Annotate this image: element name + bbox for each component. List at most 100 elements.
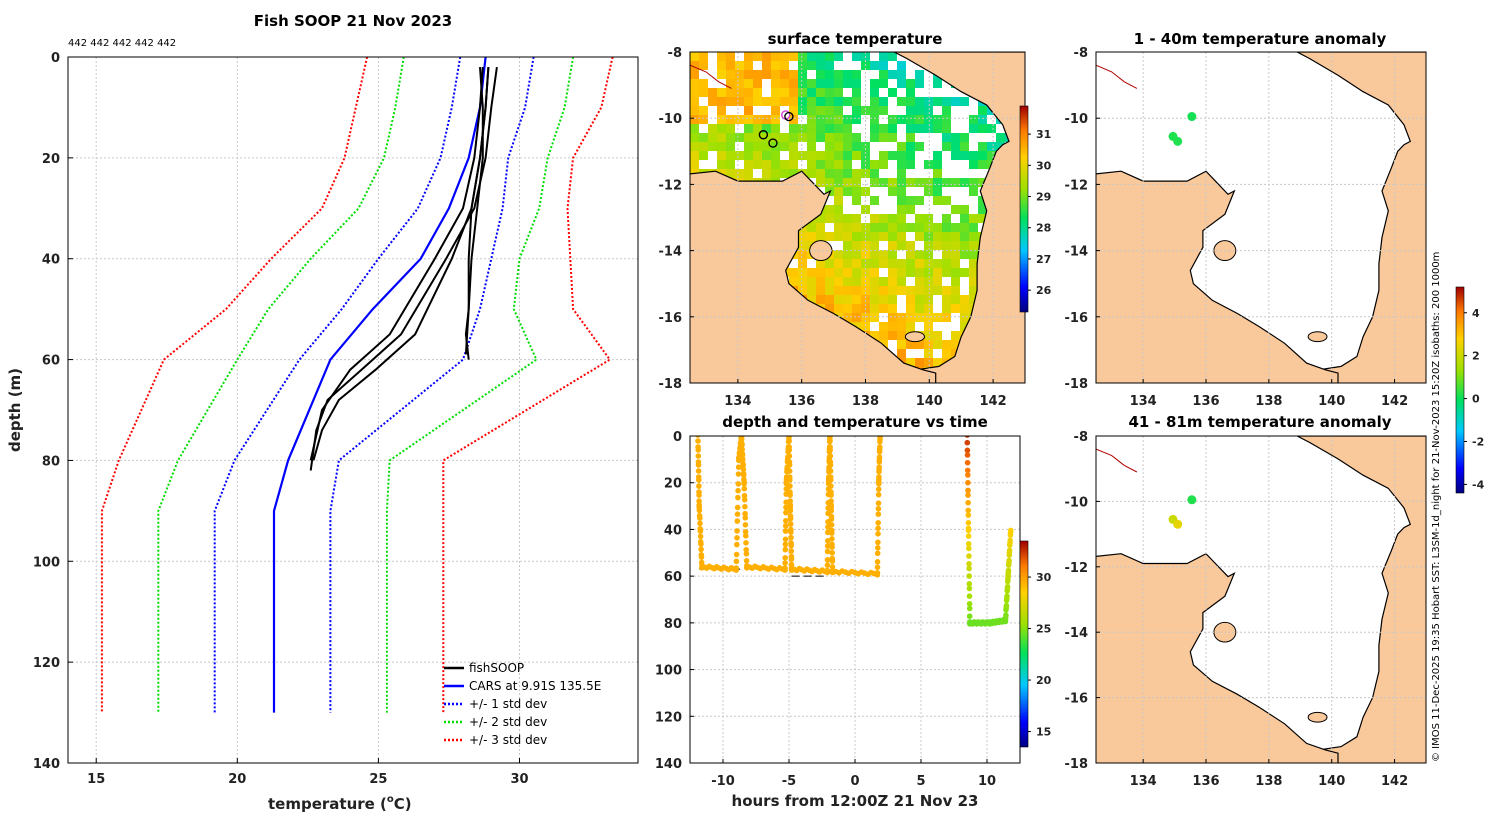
sst-cell — [825, 268, 834, 277]
sst-cell — [717, 142, 726, 151]
sst-cell — [816, 106, 825, 115]
sst-cell — [942, 196, 951, 205]
sst-cell — [870, 133, 879, 142]
depth-time-point — [966, 581, 973, 587]
map-xtick-label: 140 — [1318, 774, 1345, 789]
sst-cell — [852, 313, 861, 322]
profile-series-line — [157, 57, 405, 713]
sst-cell — [933, 286, 942, 295]
sst-cell — [753, 97, 762, 106]
sst-cell — [726, 61, 735, 70]
sst-cell — [951, 232, 960, 241]
sst-cell — [969, 151, 978, 160]
depth-time-point — [743, 540, 749, 546]
sst-cell — [843, 313, 852, 322]
depth-time-point — [740, 462, 746, 468]
sst-cell — [879, 214, 888, 223]
sst-cell — [780, 70, 789, 79]
sst-cell — [807, 268, 816, 277]
sst-cell — [717, 151, 726, 160]
profile-grid — [68, 56, 638, 764]
profile-xtick-label: 20 — [228, 772, 246, 787]
sst-cell — [789, 169, 798, 178]
sst-cell — [879, 160, 888, 169]
sst-cell — [708, 97, 717, 106]
sst-cell — [888, 178, 897, 187]
sst-cell — [969, 277, 978, 286]
sst-cell — [942, 268, 951, 277]
sst-cell — [735, 97, 744, 106]
sst-cell — [825, 133, 834, 142]
sst-cell — [825, 124, 834, 133]
depth-time-point — [695, 438, 701, 444]
sst-cell — [879, 304, 888, 313]
sst-cell — [753, 79, 762, 88]
sst-cell — [690, 70, 699, 79]
map-ytick-label: -16 — [1065, 692, 1089, 707]
depth-time-point — [965, 472, 971, 478]
depth-time-point — [824, 557, 831, 563]
depth-time-point — [696, 498, 702, 504]
surface-temp-x-ticks: 134 136 138 140 142 — [724, 379, 1007, 409]
sst-cell — [816, 214, 825, 223]
map-xtick-label: 136 — [1192, 394, 1219, 409]
sst-cell — [843, 259, 852, 268]
sst-cell — [699, 151, 708, 160]
depth-time-point — [965, 533, 972, 539]
sst-cell — [933, 331, 942, 340]
sst-cell — [852, 106, 861, 115]
depth-time-point — [875, 500, 882, 507]
sst-cell — [942, 259, 951, 268]
depth-time-point — [787, 492, 793, 498]
sst-cell — [834, 160, 843, 169]
sst-cell — [996, 133, 1005, 142]
sst-cell — [897, 160, 906, 169]
map-ytick-label: -10 — [1065, 112, 1089, 127]
depth-time-point — [696, 483, 702, 489]
sst-cell — [879, 133, 888, 142]
sst-cell — [852, 223, 861, 232]
anomaly-deep-x-ticks: 134 136 138 140 142 — [1130, 759, 1408, 789]
profile-series-line — [329, 57, 535, 713]
sst-cell — [942, 349, 951, 358]
sst-cell — [951, 268, 960, 277]
profile-x-ticks: 15 20 25 30 — [87, 758, 529, 787]
sst-cell — [888, 151, 897, 160]
map-ytick-label: -10 — [1065, 495, 1089, 510]
sst-cell — [843, 160, 852, 169]
depth-time-point — [966, 601, 973, 607]
depth-time-point — [788, 556, 795, 562]
sst-cell — [843, 286, 852, 295]
sst-cell — [960, 250, 969, 259]
sst-cell — [960, 322, 969, 331]
sst-cell — [942, 133, 951, 142]
anomaly-point — [1187, 495, 1197, 505]
sst-cell — [987, 142, 996, 151]
sst-cell — [834, 286, 843, 295]
depth-time-panel: depth and temperature vs time -10 -5 0 5 10 … — [655, 413, 1052, 810]
depth-time-point — [743, 551, 750, 557]
sst-cell — [816, 70, 825, 79]
sst-cell — [942, 295, 951, 304]
depth-time-ytick-label: 0 — [673, 430, 682, 445]
sst-cell — [933, 277, 942, 286]
map-ytick-label: -18 — [1065, 757, 1089, 772]
sst-cell — [924, 187, 933, 196]
sst-cell — [699, 79, 708, 88]
sst-cell — [897, 214, 906, 223]
sst-cell — [933, 196, 942, 205]
sst-cell — [843, 124, 852, 133]
sst-cell — [807, 88, 816, 97]
sst-station-marker — [768, 138, 778, 148]
sst-cell — [906, 358, 915, 367]
anomaly-shallow-points — [1168, 112, 1197, 146]
sst-cell — [888, 331, 897, 340]
profile-series-line — [442, 57, 614, 713]
sst-cell — [762, 160, 771, 169]
depth-time-point — [876, 464, 882, 470]
depth-time-ytick-label: 120 — [655, 710, 682, 725]
map-xtick-label: 142 — [1381, 394, 1408, 409]
sst-cell — [843, 295, 852, 304]
sst-cell — [915, 106, 924, 115]
anomaly-shallow-map — [1096, 52, 1426, 383]
